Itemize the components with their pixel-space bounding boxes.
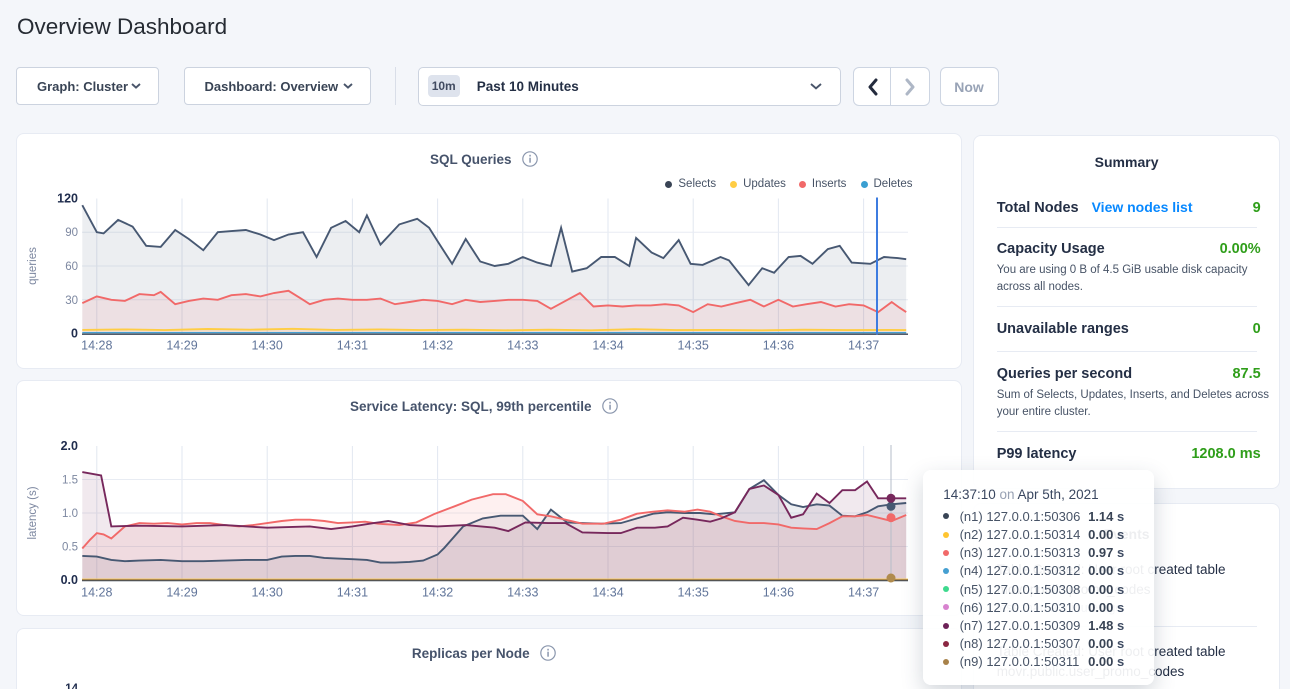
svg-text:1.5: 1.5	[62, 475, 78, 487]
svg-text:14:32: 14:32	[422, 339, 453, 353]
svg-text:14:37: 14:37	[848, 586, 879, 600]
svg-text:120: 120	[57, 192, 78, 206]
svg-text:14:31: 14:31	[337, 586, 368, 600]
svg-text:0: 0	[71, 327, 78, 341]
svg-text:14:34: 14:34	[592, 339, 623, 353]
svg-text:14:34: 14:34	[592, 586, 623, 600]
svg-text:14:29: 14:29	[166, 339, 197, 353]
svg-text:60: 60	[65, 261, 78, 273]
svg-text:queries: queries	[27, 247, 39, 285]
svg-text:0.0: 0.0	[61, 573, 78, 587]
svg-text:latency (s): latency (s)	[27, 486, 39, 539]
svg-text:30: 30	[65, 295, 78, 307]
svg-text:14:35: 14:35	[678, 586, 709, 600]
svg-text:0.5: 0.5	[62, 542, 78, 554]
svg-text:14:35: 14:35	[678, 339, 709, 353]
svg-text:14:28: 14:28	[81, 339, 112, 353]
svg-text:90: 90	[65, 227, 78, 239]
svg-text:14:31: 14:31	[337, 339, 368, 353]
svg-text:14:37: 14:37	[848, 339, 879, 353]
svg-text:14:29: 14:29	[166, 586, 197, 600]
svg-text:14:30: 14:30	[252, 339, 283, 353]
svg-text:2.0: 2.0	[61, 439, 78, 453]
svg-text:14:30: 14:30	[252, 586, 283, 600]
svg-text:14:33: 14:33	[507, 339, 538, 353]
svg-text:1.0: 1.0	[62, 508, 78, 520]
svg-text:14:32: 14:32	[422, 586, 453, 600]
svg-text:14:28: 14:28	[81, 586, 112, 600]
svg-text:14:36: 14:36	[763, 339, 794, 353]
svg-text:14:33: 14:33	[507, 586, 538, 600]
svg-text:14:36: 14:36	[763, 586, 794, 600]
